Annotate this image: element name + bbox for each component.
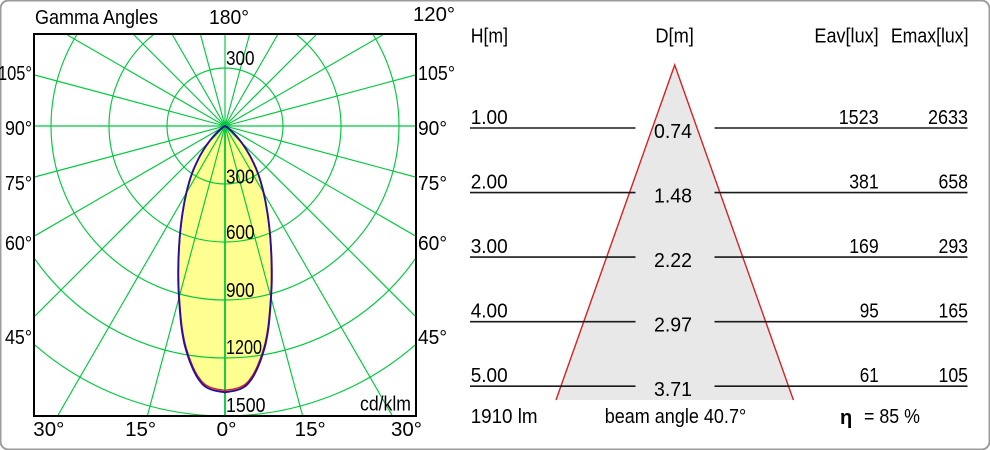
svg-text:Emax[lux]: Emax[lux]	[891, 26, 969, 48]
svg-text:169: 169	[849, 236, 879, 258]
svg-text:105°: 105°	[0, 63, 32, 85]
svg-text:1523: 1523	[839, 107, 879, 129]
svg-text:90°: 90°	[5, 118, 32, 140]
svg-text:15°: 15°	[295, 419, 326, 441]
svg-text:0.74: 0.74	[654, 121, 692, 143]
svg-text:300: 300	[226, 167, 255, 189]
svg-text:75°: 75°	[5, 173, 32, 195]
svg-text:0°: 0°	[217, 419, 237, 441]
svg-text:1910 lm: 1910 lm	[471, 406, 538, 428]
svg-text:30°: 30°	[33, 419, 64, 441]
svg-text:D[m]: D[m]	[655, 26, 694, 48]
svg-text:60°: 60°	[5, 233, 32, 255]
svg-text:1200: 1200	[226, 337, 262, 359]
svg-text:= 85 %: = 85 %	[864, 406, 920, 428]
svg-text:120°: 120°	[413, 4, 455, 26]
svg-text:61: 61	[860, 365, 879, 387]
svg-text:105°: 105°	[418, 63, 455, 85]
svg-text:95: 95	[860, 301, 879, 323]
svg-text:165: 165	[939, 301, 969, 323]
svg-text:cd/klm: cd/klm	[360, 394, 411, 416]
svg-text:30°: 30°	[391, 419, 422, 441]
svg-text:600: 600	[226, 222, 255, 244]
svg-text:300: 300	[226, 48, 255, 70]
svg-text:1500: 1500	[226, 395, 266, 417]
svg-text:4.00: 4.00	[471, 301, 508, 323]
svg-text:15°: 15°	[125, 419, 156, 441]
svg-text:1.00: 1.00	[471, 107, 508, 129]
svg-text:3.71: 3.71	[654, 379, 692, 401]
svg-text:2.97: 2.97	[654, 315, 692, 337]
svg-text:900: 900	[226, 280, 255, 302]
svg-text:3.00: 3.00	[471, 236, 508, 258]
svg-text:60°: 60°	[418, 233, 447, 255]
svg-text:H[m]: H[m]	[471, 26, 508, 48]
svg-text:293: 293	[939, 236, 969, 258]
svg-text:381: 381	[849, 172, 879, 194]
svg-text:105: 105	[939, 365, 969, 387]
svg-text:180°: 180°	[209, 7, 249, 29]
svg-text:658: 658	[939, 172, 969, 194]
svg-text:45°: 45°	[418, 327, 447, 349]
svg-text:1.48: 1.48	[654, 186, 692, 208]
svg-text:90°: 90°	[418, 118, 447, 140]
svg-text:2.00: 2.00	[471, 172, 508, 194]
svg-text:2633: 2633	[928, 107, 968, 129]
svg-text:beam angle 40.7°: beam angle 40.7°	[605, 406, 747, 428]
svg-text:2.22: 2.22	[654, 250, 692, 272]
svg-text:Gamma Angles: Gamma Angles	[35, 7, 158, 29]
svg-text:Eav[lux]: Eav[lux]	[814, 26, 878, 48]
svg-text:η: η	[840, 407, 852, 429]
svg-text:75°: 75°	[418, 173, 447, 195]
svg-text:45°: 45°	[5, 327, 32, 349]
svg-text:5.00: 5.00	[471, 365, 508, 387]
